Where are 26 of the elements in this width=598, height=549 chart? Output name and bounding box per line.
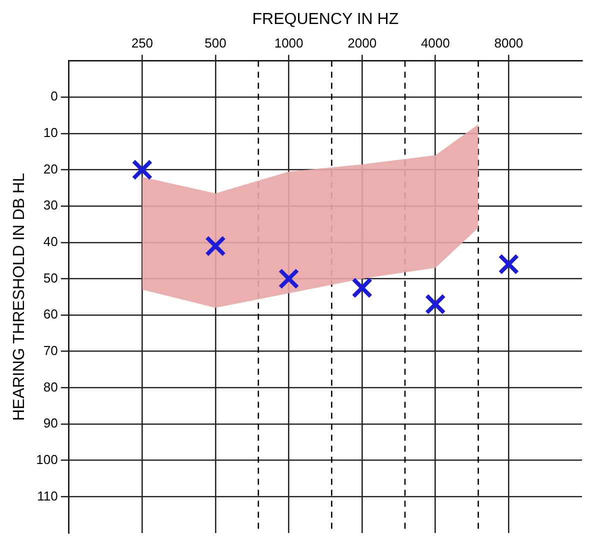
point — [132, 159, 153, 180]
x-tick-label: 4000 — [420, 36, 450, 51]
y-tick-label: 90 — [43, 416, 58, 431]
y-tick-label: 100 — [36, 452, 58, 467]
y-tick-label: 40 — [43, 234, 58, 249]
x-tick-label: 1000 — [274, 36, 304, 51]
x-tick-label: 500 — [204, 36, 226, 51]
y-tick-label: 60 — [43, 306, 58, 322]
point — [498, 254, 520, 275]
x-tick-label: 2000 — [348, 36, 377, 51]
point — [205, 236, 226, 257]
y-tick-label: 0 — [50, 88, 58, 104]
y-tick-label: 20 — [43, 161, 58, 176]
y-tick-label: 70 — [43, 342, 58, 358]
x-axis-title: FREQUENCY IN HZ — [252, 11, 399, 28]
y-axis-title: HEARING THRESHOLD IN DB HL — [11, 172, 28, 421]
point — [278, 268, 300, 290]
y-tick-label: 50 — [43, 270, 58, 286]
point — [352, 277, 373, 298]
y-tick-label: 80 — [43, 379, 58, 394]
y-tick-label: 30 — [43, 198, 58, 213]
y-tick-label: 110 — [37, 488, 58, 504]
x-tick-label: 250 — [131, 36, 154, 51]
y-tick-label: 10 — [43, 125, 58, 140]
x-tick-label: 8000 — [494, 36, 524, 51]
point — [424, 294, 446, 315]
